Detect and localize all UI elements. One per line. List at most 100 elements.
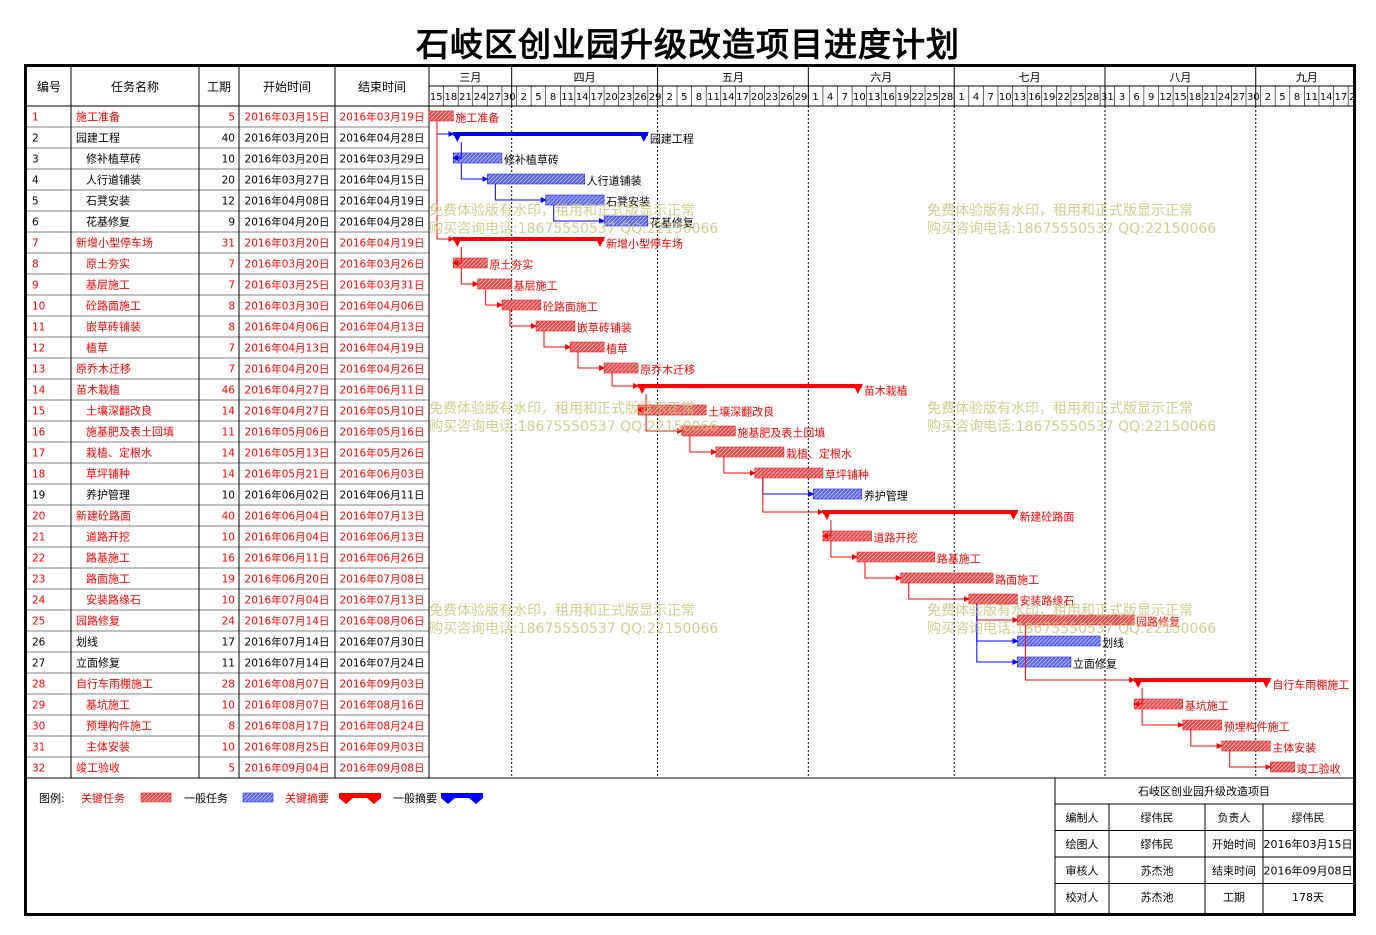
bars-layer: 施工准备园建工程修补植草砖人行道铺装石凳安装花基修复新增小型停车场原土夯实基层施… [428, 111, 1349, 776]
bar-label-24: 安装路缘石 [1019, 594, 1074, 608]
cell-duration: 7 [228, 364, 235, 376]
day-label: 14 [576, 92, 589, 103]
bar-label-21: 道路开挖 [874, 531, 918, 545]
chart-title: 石岐区创业园升级改造项目进度计划 [416, 25, 960, 64]
day-label: 6 [1133, 92, 1139, 103]
cell-end: 2016年06月03日 [340, 468, 425, 481]
cell-duration: 8 [228, 322, 235, 334]
cell-start: 2016年08月17日 [245, 720, 330, 733]
summary-cap-end [595, 237, 606, 247]
day-label: 1 [958, 92, 964, 103]
cell-duration: 10 [222, 490, 235, 502]
cell-id: 9 [32, 280, 39, 292]
bar-label-8: 原土夯实 [489, 258, 533, 272]
bar-label-1: 施工准备 [455, 111, 499, 125]
day-label: 26 [780, 92, 793, 103]
dependency-link [494, 184, 547, 203]
cell-end: 2016年04月26日 [340, 363, 425, 376]
info-cell: 负责人 [1218, 810, 1251, 824]
cell-name: 砼路面施工 [86, 300, 141, 313]
cell-start: 2016年04月08日 [245, 195, 330, 208]
day-label: 13 [868, 92, 881, 103]
info-cell: 2016年03月15日 [1264, 837, 1353, 851]
bar-label-9: 基层施工 [514, 280, 558, 293]
cell-end: 2016年05月26日 [340, 447, 425, 460]
day-label: 10 [853, 92, 866, 103]
bar-label-17: 栽植、定根水 [786, 447, 852, 461]
cell-start: 2016年03月30日 [245, 300, 330, 313]
cell-start: 2016年03月20日 [245, 237, 330, 250]
cell-duration: 8 [228, 301, 235, 313]
task-bar-13 [603, 362, 639, 374]
dependency-link [553, 205, 606, 224]
cell-name: 人行道铺装 [86, 173, 141, 187]
cell-end: 2016年04月15日 [340, 174, 425, 187]
cell-end: 2016年03月19日 [340, 111, 425, 124]
cell-start: 2016年04月20日 [245, 216, 330, 229]
bar-label-5: 石凳安装 [606, 195, 650, 209]
cell-name: 原土夯实 [86, 257, 130, 271]
bar-label-19: 养护管理 [864, 489, 908, 503]
legend-critical-task-swatch [140, 792, 172, 803]
dependency-link [436, 121, 455, 137]
bar-label-2: 园建工程 [650, 132, 694, 146]
day-label: 16 [1028, 92, 1041, 103]
cell-duration: 9 [228, 217, 235, 229]
day-label: 20 [605, 92, 618, 103]
task-bar-30 [1182, 719, 1222, 731]
cell-start: 2016年06月04日 [245, 510, 330, 523]
cell-duration: 14 [222, 448, 236, 460]
cell-name: 石凳安装 [86, 194, 130, 208]
cell-end: 2016年09月03日 [340, 741, 425, 754]
cell-id: 6 [32, 217, 39, 229]
day-label: 25 [1072, 92, 1085, 103]
day-label: 17 [736, 92, 749, 103]
cell-end: 2016年09月03日 [340, 678, 425, 691]
cell-id: 4 [32, 175, 39, 187]
legend-normal-summary-swatch [441, 793, 483, 804]
cell-name: 土壤深翻改良 [86, 404, 152, 418]
cell-end: 2016年04月28日 [340, 132, 425, 145]
bar-label-11: 嵌草砖铺装 [577, 321, 632, 335]
header-duration: 工期 [207, 80, 231, 94]
day-label: 2 [667, 92, 673, 103]
dependency-link [460, 268, 479, 287]
dependency-link [864, 562, 902, 581]
cell-end: 2016年05月16日 [340, 426, 425, 439]
dependency-link [645, 415, 683, 434]
info-cell: 开始时间 [1212, 837, 1256, 851]
watermark-line1: 免费体验版有水印，租用和正式版显示正常 [927, 203, 1193, 219]
legend-normal-task-text: 一般任务 [184, 792, 228, 805]
dependency-link [460, 163, 489, 182]
day-label: 1 [812, 92, 818, 103]
watermark-line1: 免费体验版有水印，租用和正式版显示正常 [927, 401, 1193, 417]
summary-cap-end [852, 384, 863, 394]
cell-id: 26 [32, 637, 46, 649]
cell-id: 30 [32, 721, 45, 733]
cell-duration: 40 [222, 133, 235, 145]
cell-end: 2016年03月31日 [340, 279, 425, 292]
day-label: 28 [1086, 92, 1099, 103]
dependency-link [689, 436, 717, 455]
cell-start: 2016年04月27日 [245, 405, 330, 418]
task-bar-32 [1270, 761, 1295, 773]
cell-id: 11 [32, 322, 45, 334]
cell-id: 28 [32, 679, 45, 691]
day-label: 19 [1043, 92, 1056, 103]
info-cell: 苏杰池 [1141, 891, 1174, 904]
day-label: 24 [1218, 92, 1231, 103]
cell-end: 2016年07月13日 [340, 594, 425, 607]
day-label: 2 [521, 92, 527, 103]
day-label: 22 [1057, 92, 1070, 103]
cell-name: 原乔木迁移 [76, 363, 131, 376]
cell-duration: 10 [222, 700, 235, 712]
cell-start: 2016年07月14日 [245, 657, 330, 670]
cell-duration: 11 [222, 427, 235, 439]
cell-duration: 10 [222, 154, 235, 166]
watermark-line2: 购买咨询电话:18675550537 QQ:22150066 [927, 621, 1216, 637]
summary-bar-7 [453, 237, 605, 241]
bar-label-10: 砼路面施工 [543, 301, 598, 314]
cell-id: 2 [32, 133, 39, 145]
summary-bar-14 [638, 384, 862, 388]
